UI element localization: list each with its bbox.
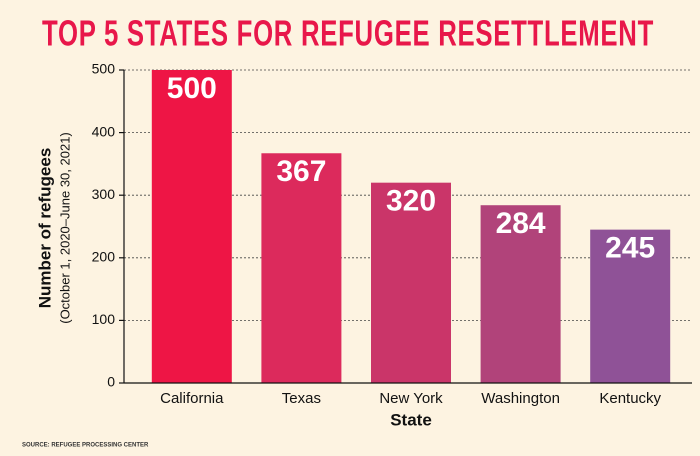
x-tick-label: California [160,390,224,407]
bar [371,182,451,383]
y-axis-label: Number of refugees [35,148,54,309]
bar [590,229,671,383]
y-tick-label: 0 [107,374,115,390]
x-tick-label: Kentucky [599,390,661,407]
y-tick-label: 200 [92,249,116,265]
bar [151,70,232,383]
x-tick-label: New York [379,390,443,407]
value-label: 320 [386,185,436,218]
x-tick-label: Washington [481,390,560,407]
y-tick-label: 400 [92,123,116,139]
chart-title: TOP 5 STATES FOR REFUGEE RESETTLEMENT [42,13,654,54]
y-tick-label: 300 [92,186,116,202]
value-label: 367 [276,155,326,188]
source: SOURCE: REFUGEE PROCESSING CENTER [22,443,149,449]
y-tick-label: 500 [92,61,116,77]
y-axis-sublabel: (October 1, 2020–June 30, 2021) [57,132,72,324]
value-label: 245 [605,232,655,265]
bar [480,205,561,383]
bar [261,153,342,383]
value-label: 284 [496,207,546,240]
y-tick-label: 100 [92,311,116,327]
x-axis-label: State [390,410,432,429]
value-label: 500 [167,72,217,105]
x-tick-label: Texas [282,390,321,407]
